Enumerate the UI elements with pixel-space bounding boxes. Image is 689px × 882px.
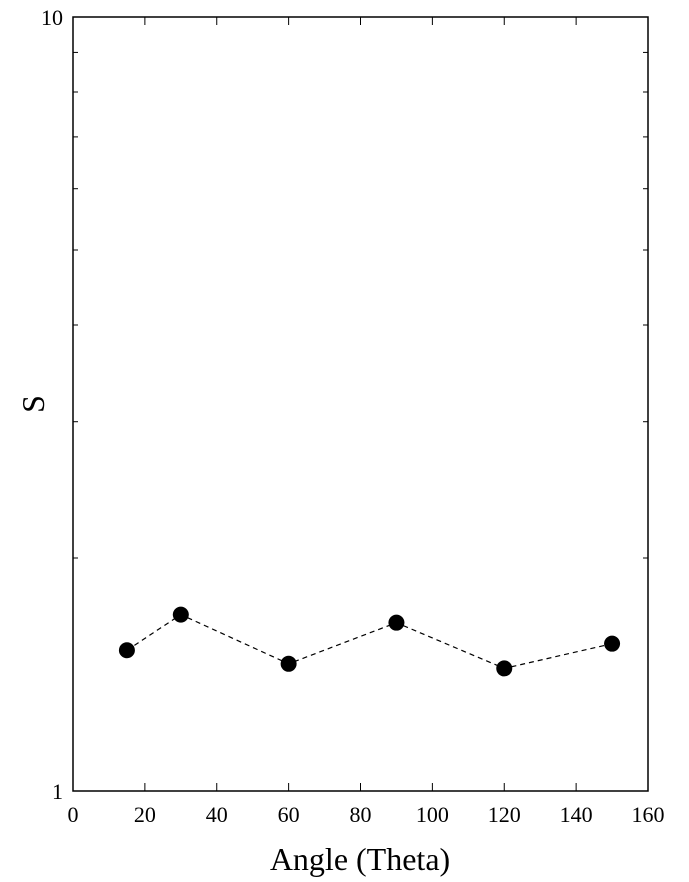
data-point [118,642,135,659]
data-point [388,614,405,631]
y-axis-ticks: 1 10 [41,5,648,804]
x-axis-ticks: 0 20 40 60 80 100 120 140 160 [68,17,665,827]
x-tick-label: 60 [278,802,300,827]
x-tick-label: 20 [134,802,156,827]
plot-frame [72,16,649,792]
data-point [604,635,621,652]
x-tick-label: 140 [560,802,593,827]
x-tick-label: 160 [632,802,665,827]
y-tick-label: 1 [52,779,63,804]
x-axis-title: Angle (Theta) [270,841,450,877]
series-layer [118,606,621,677]
x-tick-label: 40 [206,802,228,827]
y-tick-label: 10 [41,5,63,30]
y-axis-title: S [15,395,51,413]
data-point [172,606,189,623]
x-tick-label: 120 [488,802,521,827]
data-point [496,660,513,677]
series-line [126,613,613,670]
x-tick-label: 0 [68,802,79,827]
x-tick-label: 80 [350,802,372,827]
x-tick-label: 100 [416,802,449,827]
data-point [280,655,297,672]
